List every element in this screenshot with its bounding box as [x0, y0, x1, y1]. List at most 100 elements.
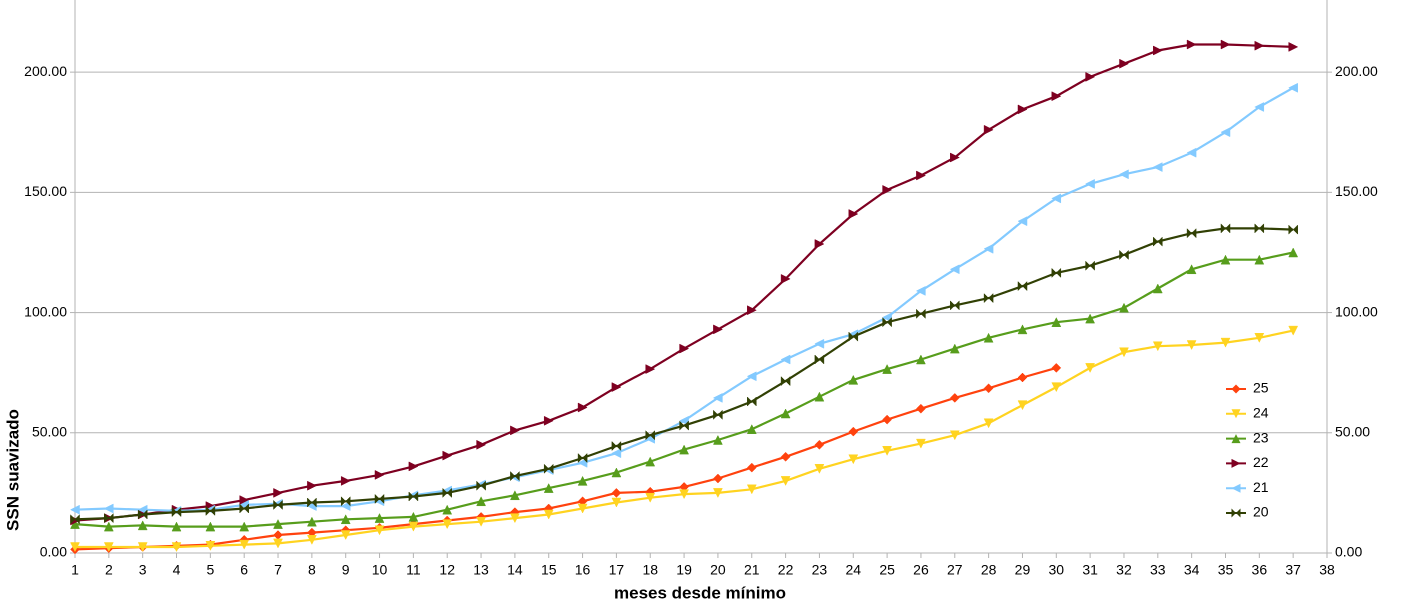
x-tick-label: 14	[507, 562, 523, 578]
data-point	[611, 497, 622, 508]
data-point	[679, 343, 690, 354]
data-point	[1152, 283, 1163, 294]
data-point	[340, 475, 351, 486]
legend-marker	[1231, 384, 1241, 394]
x-tick-label: 1	[71, 562, 79, 578]
x-axis-label: meses desde mínimo	[614, 583, 786, 602]
y2-tick-label: 50.00	[1335, 423, 1370, 439]
data-point	[949, 343, 960, 354]
data-point	[611, 382, 622, 393]
legend-label: 25	[1253, 380, 1269, 396]
data-point	[340, 530, 351, 541]
legend-marker	[1231, 434, 1241, 444]
data-point	[408, 511, 419, 522]
data-point	[1153, 236, 1163, 247]
x-tick-label: 12	[439, 562, 455, 578]
data-point	[1085, 260, 1095, 271]
x-tick-label: 29	[1015, 562, 1031, 578]
data-point	[712, 392, 723, 403]
data-point	[1254, 40, 1265, 51]
data-point	[645, 430, 655, 441]
y-tick-label: 150.00	[24, 183, 67, 199]
data-point	[611, 488, 622, 498]
data-point	[577, 452, 588, 464]
data-point	[510, 470, 520, 482]
data-point	[1254, 102, 1265, 112]
data-point	[645, 492, 656, 503]
legend-marker	[1231, 409, 1241, 419]
data-point	[307, 480, 317, 491]
data-point	[476, 439, 487, 450]
data-point	[679, 420, 689, 431]
data-point	[1288, 247, 1299, 258]
data-point	[915, 354, 926, 365]
data-point	[712, 434, 723, 445]
data-point	[915, 438, 926, 449]
data-point	[1017, 280, 1028, 292]
y-tick-label: 100.00	[24, 303, 67, 319]
data-point	[1220, 254, 1231, 265]
data-point	[509, 513, 520, 524]
data-point	[983, 332, 994, 343]
data-point	[306, 516, 317, 527]
data-point	[476, 480, 486, 491]
data-point	[747, 396, 757, 407]
data-point	[1152, 162, 1163, 173]
data-point	[645, 456, 656, 467]
data-point	[882, 184, 893, 195]
data-point	[814, 464, 825, 474]
data-point	[1220, 127, 1231, 138]
legend-marker	[1231, 483, 1241, 493]
data-point	[712, 488, 723, 498]
data-point	[780, 408, 791, 419]
data-point	[1051, 363, 1062, 373]
data-point	[611, 440, 622, 452]
data-point	[814, 239, 825, 249]
x-tick-label: 30	[1049, 562, 1065, 578]
x-tick-label: 2	[105, 562, 113, 578]
data-point	[1051, 267, 1062, 279]
data-point	[374, 469, 385, 480]
data-point	[747, 305, 757, 316]
x-tick-label: 21	[744, 562, 760, 578]
data-point	[1051, 193, 1062, 204]
data-point	[408, 491, 419, 502]
data-point	[543, 483, 554, 493]
data-point	[103, 503, 114, 514]
y-tick-label: 0.00	[40, 544, 67, 560]
series-line	[74, 227, 1294, 521]
data-point	[915, 285, 926, 296]
x-tick-label: 23	[812, 562, 828, 578]
x-tick-label: 34	[1184, 562, 1200, 578]
x-tick-label: 17	[609, 562, 625, 578]
data-point	[103, 521, 114, 532]
x-tick-label: 20	[710, 562, 726, 578]
data-point	[645, 364, 656, 375]
x-tick-label: 33	[1150, 562, 1166, 578]
data-point	[171, 521, 182, 532]
data-point	[1186, 228, 1197, 239]
data-point	[882, 446, 893, 456]
data-point	[1186, 340, 1197, 351]
data-point	[205, 505, 216, 517]
x-tick-label: 10	[372, 562, 388, 578]
data-point	[780, 354, 791, 365]
data-point	[543, 463, 554, 474]
legend-label: 22	[1253, 454, 1269, 470]
data-point	[746, 484, 757, 495]
data-point	[442, 450, 453, 461]
x-tick-label: 38	[1319, 562, 1335, 578]
data-point	[103, 542, 114, 553]
data-point	[1119, 302, 1129, 313]
data-point	[780, 476, 791, 486]
data-point	[1118, 169, 1129, 180]
data-point	[239, 521, 250, 532]
data-point	[307, 497, 317, 508]
data-point	[679, 444, 690, 455]
legend-label: 20	[1253, 504, 1269, 520]
x-tick-label: 25	[879, 562, 895, 578]
data-point	[713, 409, 723, 420]
data-point	[983, 124, 994, 135]
data-point	[1017, 400, 1028, 411]
